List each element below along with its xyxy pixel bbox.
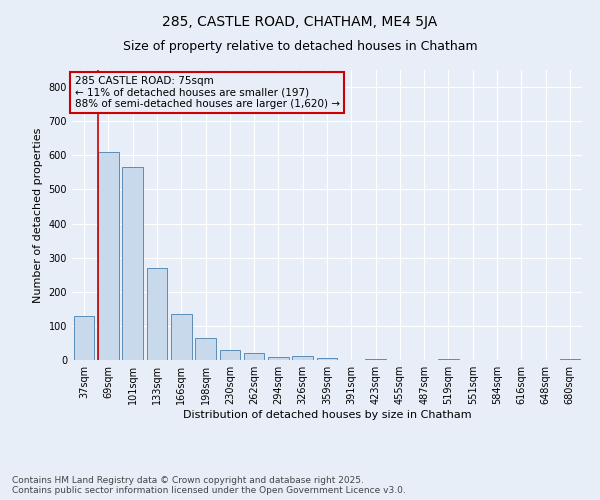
Bar bbox=[292, 356, 313, 360]
Bar bbox=[146, 268, 167, 360]
Bar bbox=[317, 358, 337, 360]
Bar bbox=[195, 338, 216, 360]
Bar bbox=[365, 359, 386, 360]
Bar bbox=[171, 314, 191, 360]
X-axis label: Distribution of detached houses by size in Chatham: Distribution of detached houses by size … bbox=[182, 410, 472, 420]
Bar bbox=[220, 350, 240, 360]
Text: 285, CASTLE ROAD, CHATHAM, ME4 5JA: 285, CASTLE ROAD, CHATHAM, ME4 5JA bbox=[163, 15, 437, 29]
Text: 285 CASTLE ROAD: 75sqm
← 11% of detached houses are smaller (197)
88% of semi-de: 285 CASTLE ROAD: 75sqm ← 11% of detached… bbox=[74, 76, 340, 109]
Text: Size of property relative to detached houses in Chatham: Size of property relative to detached ho… bbox=[122, 40, 478, 53]
Bar bbox=[74, 316, 94, 360]
Bar bbox=[268, 356, 289, 360]
Bar bbox=[98, 152, 119, 360]
Text: Contains HM Land Registry data © Crown copyright and database right 2025.
Contai: Contains HM Land Registry data © Crown c… bbox=[12, 476, 406, 495]
Y-axis label: Number of detached properties: Number of detached properties bbox=[33, 128, 43, 302]
Bar bbox=[122, 167, 143, 360]
Bar bbox=[560, 358, 580, 360]
Bar bbox=[244, 353, 265, 360]
